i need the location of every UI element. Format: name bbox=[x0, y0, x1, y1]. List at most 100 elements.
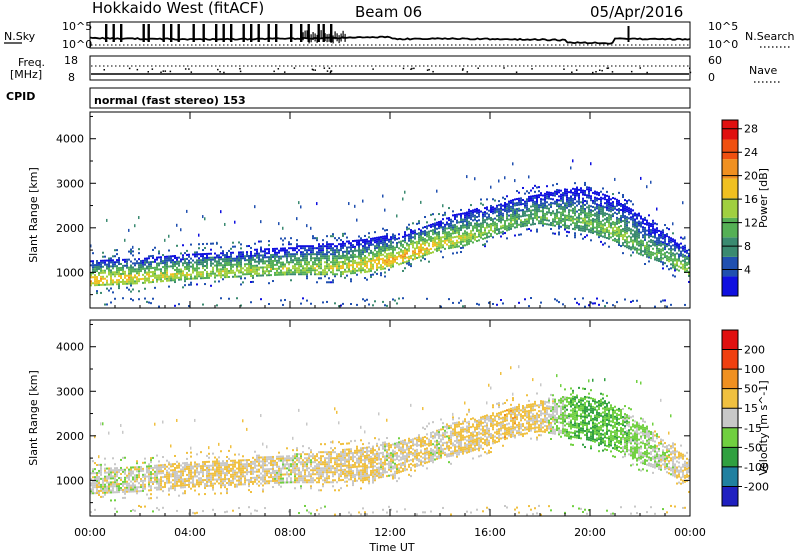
data-cell bbox=[454, 226, 456, 229]
data-cell bbox=[500, 221, 502, 224]
data-cell bbox=[550, 221, 552, 224]
data-cell bbox=[612, 205, 614, 208]
data-cell bbox=[174, 481, 176, 484]
nsky-spike bbox=[222, 24, 225, 42]
data-cell bbox=[506, 227, 508, 230]
data-cell bbox=[224, 511, 226, 514]
data-cell bbox=[364, 250, 366, 253]
data-cell bbox=[424, 248, 426, 251]
data-cell bbox=[382, 241, 384, 244]
data-cell bbox=[322, 249, 324, 252]
data-cell bbox=[616, 208, 618, 211]
data-cell bbox=[268, 248, 270, 251]
data-cell bbox=[364, 234, 366, 237]
data-cell bbox=[454, 242, 456, 245]
data-cell bbox=[230, 483, 232, 486]
data-cell bbox=[222, 278, 224, 281]
data-cell bbox=[602, 187, 604, 190]
data-cell bbox=[330, 261, 332, 264]
data-cell bbox=[210, 270, 212, 273]
data-cell bbox=[662, 261, 664, 264]
data-cell bbox=[250, 252, 252, 255]
data-cell bbox=[378, 248, 380, 251]
data-cell bbox=[594, 220, 596, 223]
data-cell bbox=[448, 207, 450, 210]
data-cell bbox=[460, 208, 462, 211]
data-cell bbox=[228, 479, 230, 482]
nave-dot bbox=[277, 68, 280, 70]
data-cell bbox=[658, 257, 660, 260]
data-cell bbox=[208, 252, 210, 255]
data-cell bbox=[516, 222, 518, 225]
data-cell bbox=[250, 254, 252, 257]
data-cell bbox=[126, 266, 128, 269]
data-cell bbox=[96, 482, 98, 485]
data-cell bbox=[198, 485, 200, 488]
data-cell bbox=[382, 235, 384, 238]
data-cell bbox=[398, 297, 400, 300]
data-cell bbox=[554, 212, 556, 215]
data-cell bbox=[632, 221, 634, 224]
data-cell bbox=[322, 273, 324, 276]
data-cell bbox=[104, 475, 106, 478]
data-cell bbox=[106, 279, 108, 282]
data-cell bbox=[190, 469, 192, 472]
data-cell bbox=[486, 198, 488, 201]
data-cell bbox=[402, 197, 404, 201]
data-cell bbox=[482, 213, 484, 216]
data-cell bbox=[590, 189, 592, 192]
data-cell bbox=[544, 214, 546, 217]
data-cell bbox=[508, 222, 510, 225]
data-cell bbox=[424, 216, 426, 219]
data-cell bbox=[656, 245, 658, 248]
data-cell bbox=[102, 485, 104, 488]
data-cell bbox=[120, 478, 122, 481]
data-cell bbox=[250, 266, 252, 269]
data-cell bbox=[456, 231, 458, 234]
data-cell bbox=[330, 247, 332, 250]
data-cell bbox=[314, 261, 316, 264]
data-cell bbox=[372, 251, 374, 254]
data-cell bbox=[440, 242, 442, 245]
data-cell bbox=[362, 239, 364, 242]
data-cell bbox=[520, 209, 522, 212]
data-cell bbox=[506, 219, 508, 222]
data-cell bbox=[302, 245, 304, 248]
data-cell bbox=[588, 304, 590, 307]
data-cell bbox=[430, 225, 432, 228]
data-cell bbox=[558, 189, 560, 192]
data-cell bbox=[630, 236, 632, 239]
data-cell bbox=[166, 267, 168, 270]
data-cell bbox=[176, 274, 178, 277]
data-cell bbox=[258, 258, 260, 261]
data-cell bbox=[206, 274, 208, 277]
data-cell bbox=[636, 231, 638, 234]
data-cell bbox=[154, 266, 156, 269]
data-cell bbox=[144, 271, 146, 274]
data-cell bbox=[126, 280, 128, 283]
data-cell bbox=[196, 251, 198, 254]
data-cell bbox=[366, 248, 368, 251]
data-cell bbox=[324, 269, 326, 272]
data-cell bbox=[324, 257, 326, 260]
data-cell bbox=[680, 262, 682, 265]
data-cell bbox=[552, 220, 554, 223]
data-cell bbox=[162, 490, 164, 493]
data-cell bbox=[96, 476, 98, 479]
data-cell bbox=[574, 192, 576, 195]
data-cell bbox=[642, 250, 644, 253]
data-cell bbox=[524, 192, 526, 195]
data-cell bbox=[326, 251, 328, 254]
nsky-tick-low: 10^0 bbox=[62, 38, 92, 51]
data-cell bbox=[346, 240, 348, 243]
data-cell bbox=[662, 241, 664, 244]
data-cell bbox=[464, 238, 466, 241]
data-cell bbox=[260, 246, 262, 249]
data-cell bbox=[110, 499, 112, 502]
data-cell bbox=[132, 476, 134, 479]
data-cell bbox=[338, 249, 340, 252]
data-cell bbox=[212, 464, 214, 467]
data-cell bbox=[116, 273, 118, 276]
data-cell bbox=[92, 470, 94, 473]
data-cell bbox=[300, 263, 302, 266]
